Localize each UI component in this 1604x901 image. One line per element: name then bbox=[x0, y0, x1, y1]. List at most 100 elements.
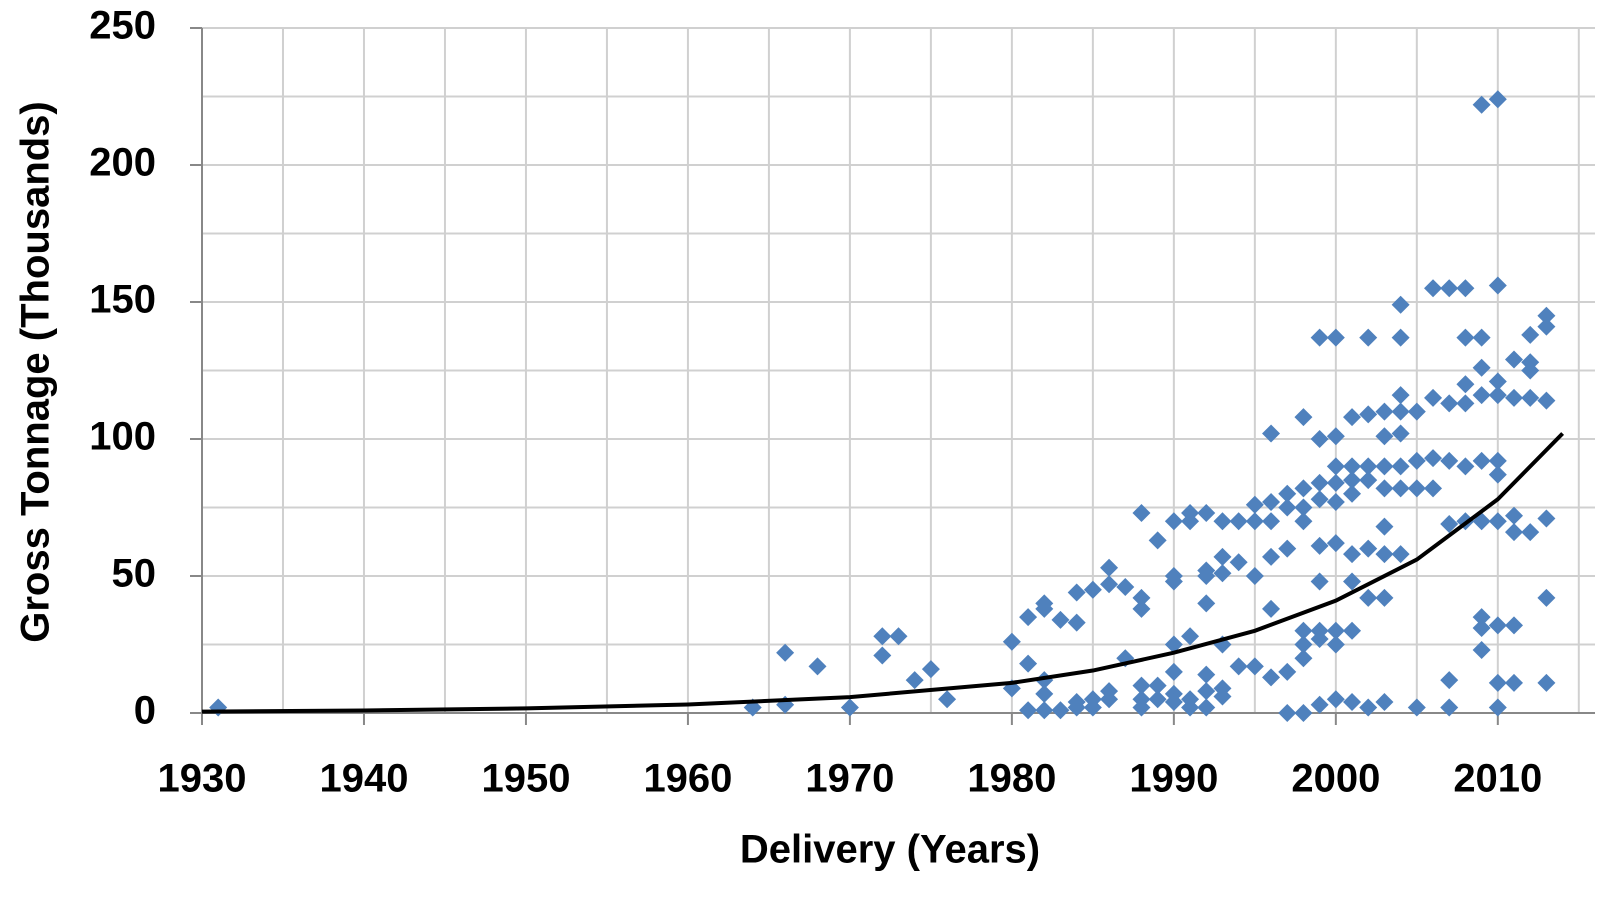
scatter-point bbox=[1359, 457, 1378, 476]
scatter-point bbox=[1229, 553, 1248, 572]
x-tick-label: 1950 bbox=[481, 757, 570, 801]
scatter-point bbox=[1456, 457, 1475, 476]
scatter-point bbox=[1310, 536, 1329, 555]
scatter-point bbox=[1488, 512, 1507, 531]
scatter-point bbox=[1197, 503, 1216, 522]
scatter-point bbox=[1456, 394, 1475, 413]
scatter-point bbox=[1505, 506, 1524, 525]
scatter-point bbox=[873, 627, 892, 646]
scatter-point bbox=[1326, 493, 1345, 512]
scatter-point bbox=[1148, 690, 1167, 709]
scatter-point bbox=[1505, 673, 1524, 692]
scatter-point bbox=[1488, 698, 1507, 717]
scatter-point bbox=[1035, 684, 1054, 703]
scatter-point bbox=[1262, 547, 1281, 566]
scatter-point bbox=[1294, 704, 1313, 722]
scatter-point bbox=[1343, 408, 1362, 427]
scatter-point bbox=[1375, 479, 1394, 498]
scatter-point bbox=[1326, 457, 1345, 476]
scatter-point bbox=[1407, 698, 1426, 717]
scatter-point bbox=[1521, 388, 1540, 407]
scatter-point bbox=[1440, 671, 1459, 690]
scatter-point bbox=[1002, 632, 1021, 651]
x-tick-label: 1990 bbox=[1129, 757, 1218, 801]
scatter-point bbox=[1310, 490, 1329, 509]
y-tick-label: 50 bbox=[112, 552, 157, 596]
scatter-point bbox=[938, 690, 957, 709]
scatter-point bbox=[1019, 608, 1038, 627]
scatter-point bbox=[1278, 662, 1297, 681]
scatter-point bbox=[1019, 701, 1038, 720]
scatter-point bbox=[1521, 325, 1540, 344]
scatter-point bbox=[1391, 402, 1410, 421]
scatter-point bbox=[1537, 673, 1556, 692]
scatter-point bbox=[1537, 509, 1556, 528]
x-tick-label: 2000 bbox=[1291, 757, 1380, 801]
scatter-point bbox=[1181, 512, 1200, 531]
x-tick-label: 1940 bbox=[319, 757, 408, 801]
scatter-point bbox=[1440, 698, 1459, 717]
scatter-point bbox=[1245, 495, 1264, 514]
scatter-point bbox=[1132, 599, 1151, 618]
scatter-point bbox=[1229, 512, 1248, 531]
scatter-point bbox=[776, 643, 795, 662]
scatter-point bbox=[1197, 698, 1216, 717]
scatter-point bbox=[1359, 539, 1378, 558]
scatter-point bbox=[1326, 690, 1345, 709]
scatter-point bbox=[1407, 479, 1426, 498]
scatter-point bbox=[1375, 457, 1394, 476]
scatter-point bbox=[1116, 577, 1135, 596]
scatter-point bbox=[1488, 465, 1507, 484]
scatter-point bbox=[1197, 665, 1216, 684]
scatter-point bbox=[1375, 588, 1394, 607]
scatter-point bbox=[1488, 616, 1507, 635]
scatter-point bbox=[1294, 408, 1313, 427]
scatter-point bbox=[1488, 372, 1507, 391]
scatter-point bbox=[1440, 279, 1459, 298]
scatter-point bbox=[1132, 676, 1151, 695]
scatter-point bbox=[1245, 657, 1264, 676]
scatter-point bbox=[1294, 621, 1313, 640]
scatter-point bbox=[1035, 701, 1054, 720]
scatter-point bbox=[1375, 545, 1394, 564]
scatter-point bbox=[1472, 451, 1491, 470]
scatter-point bbox=[1424, 388, 1443, 407]
scatter-point bbox=[1488, 90, 1507, 109]
scatter-point bbox=[1488, 386, 1507, 405]
scatter-point bbox=[1391, 328, 1410, 347]
scatter-point bbox=[905, 671, 924, 690]
scatter-point bbox=[1456, 279, 1475, 298]
scatter-point bbox=[1472, 619, 1491, 638]
scatter-point bbox=[1359, 698, 1378, 717]
y-tick-label: 250 bbox=[89, 4, 156, 48]
scatter-point bbox=[1505, 350, 1524, 369]
x-tick-label: 1970 bbox=[805, 757, 894, 801]
scatter-point bbox=[1359, 588, 1378, 607]
scatter-point bbox=[1164, 567, 1183, 585]
scatter-point bbox=[1456, 375, 1475, 394]
scatter-point bbox=[1472, 328, 1491, 347]
scatter-point bbox=[1278, 704, 1297, 722]
scatter-point bbox=[1391, 386, 1410, 405]
scatter-point bbox=[889, 627, 908, 646]
scatter-point bbox=[1326, 328, 1345, 347]
scatter-point bbox=[1294, 649, 1313, 668]
scatter-point bbox=[1067, 583, 1086, 602]
scatter-point bbox=[1537, 588, 1556, 607]
scatter-point bbox=[1213, 512, 1232, 531]
scatter-point bbox=[1181, 698, 1200, 717]
scatter-point bbox=[1132, 588, 1151, 607]
scatter-point bbox=[1083, 698, 1102, 717]
scatter-point bbox=[1278, 498, 1297, 517]
scatter-point bbox=[1456, 328, 1475, 347]
scatter-point bbox=[1164, 512, 1183, 531]
scatter-point bbox=[1424, 279, 1443, 298]
scatter-point bbox=[1294, 512, 1313, 531]
scatter-point bbox=[1521, 361, 1540, 380]
scatter-point bbox=[1278, 539, 1297, 558]
scatter-point bbox=[1343, 545, 1362, 564]
scatter-point bbox=[1407, 402, 1426, 421]
scatter-point bbox=[1326, 427, 1345, 446]
scatter-point bbox=[1505, 388, 1524, 407]
scatter-point bbox=[1164, 662, 1183, 681]
